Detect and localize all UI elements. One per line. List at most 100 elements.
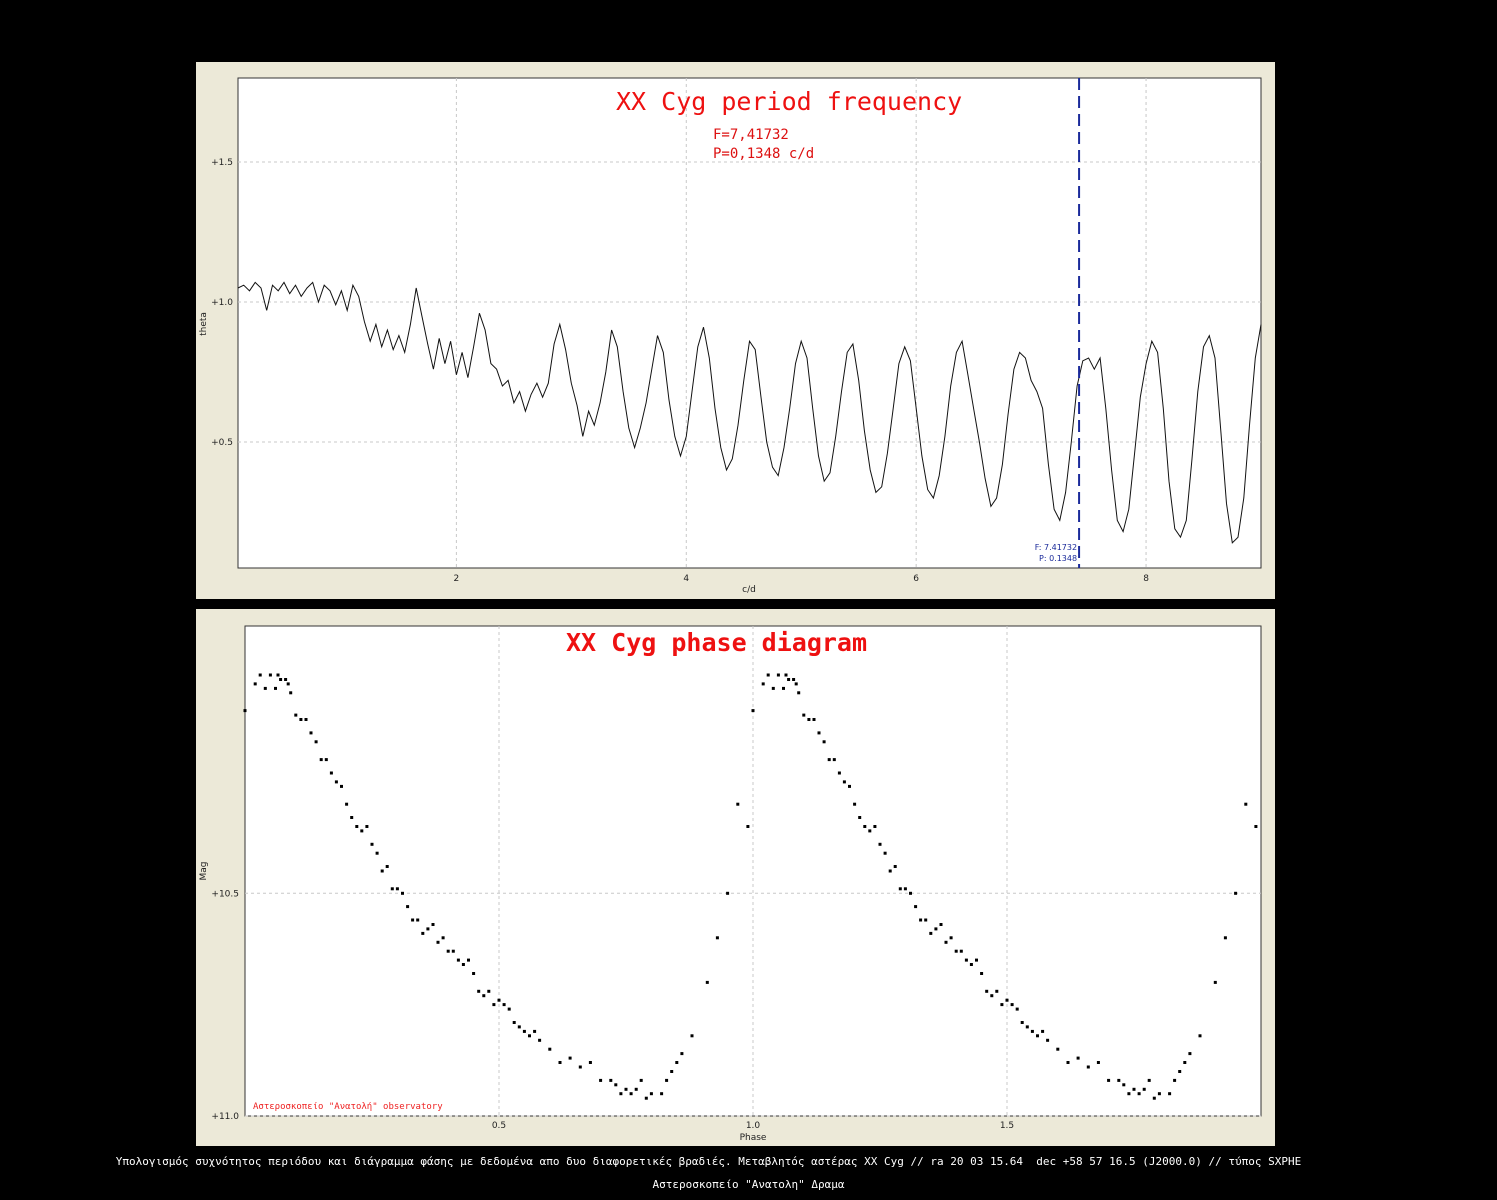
phase-point: [1086, 1065, 1090, 1069]
phase-point: [878, 842, 882, 846]
phase-point: [319, 758, 323, 762]
phase-point: [715, 936, 719, 940]
phase-point: [784, 673, 788, 677]
phase-point: [1030, 1029, 1034, 1033]
phase-point: [1010, 1003, 1014, 1007]
phase-point: [294, 713, 298, 717]
phase-point: [502, 1003, 506, 1007]
phase-chart: 0.5 1.0 1.5 +10.5 +11.0 XX Cyg phase diagram…: [199, 625, 1262, 1143]
phase-point: [1127, 1092, 1131, 1096]
grid: [245, 626, 1261, 1117]
phase-point: [1188, 1052, 1192, 1056]
phase-point: [949, 936, 953, 940]
phase-point: [980, 972, 984, 975]
phase-point: [705, 980, 709, 984]
phase-point: [893, 865, 897, 868]
phase-point: [959, 949, 963, 953]
y-tick-label: +1.0: [211, 298, 233, 308]
phase-point: [624, 1087, 628, 1091]
phase-point: [995, 989, 999, 993]
phase-point: [395, 887, 399, 891]
phase-point: [1122, 1083, 1126, 1087]
phase-point: [954, 949, 958, 953]
observatory-watermark: Αστεροσκοπείο "Ανατολή" observatory: [253, 1102, 443, 1112]
phase-point: [1137, 1092, 1141, 1096]
phase-point: [812, 718, 816, 721]
phase-point: [375, 851, 379, 855]
phase-point: [467, 958, 470, 962]
phase-point: [802, 713, 806, 717]
x-tick-label: 8: [1143, 574, 1149, 584]
phase-point: [929, 931, 933, 935]
phase-point: [380, 869, 384, 873]
phase-point: [522, 1029, 526, 1033]
x-tick-label: 0.5: [492, 1121, 506, 1131]
phase-point: [304, 718, 308, 721]
phase-point: [975, 958, 978, 962]
phase-point: [578, 1065, 582, 1069]
phase-point: [548, 1047, 552, 1051]
phase-point: [284, 678, 288, 681]
marker-p-label: P: 0.1348: [1039, 554, 1077, 563]
phase-point: [639, 1078, 643, 1082]
phase-point: [944, 940, 948, 944]
phase-point: [314, 740, 318, 744]
phase-point: [675, 1061, 679, 1064]
phase-point: [794, 682, 798, 686]
phase-point: [441, 936, 445, 940]
phase-point: [370, 842, 374, 846]
phase-point: [873, 825, 877, 828]
phase-point: [660, 1092, 664, 1096]
phase-point: [898, 887, 902, 891]
phase-point: [924, 918, 928, 922]
phase-point: [599, 1078, 603, 1082]
phase-point: [497, 998, 501, 1002]
phase-point: [964, 958, 968, 962]
phase-point: [848, 784, 851, 788]
chart-title: XX Cyg period frequency: [616, 87, 962, 116]
phase-point: [1025, 1025, 1029, 1029]
phase-point: [1046, 1038, 1050, 1042]
phase-point: [842, 780, 846, 784]
phase-point: [1168, 1092, 1172, 1096]
phase-point: [787, 678, 791, 681]
y-axis-label: Mag: [199, 862, 209, 881]
phase-point: [903, 887, 907, 891]
phase-point: [1066, 1061, 1070, 1064]
phase-point: [853, 802, 857, 806]
phase-point: [558, 1061, 562, 1064]
phase-point: [568, 1056, 572, 1060]
phase-point: [782, 686, 785, 690]
phase-point: [421, 931, 425, 935]
phase-point: [472, 972, 476, 975]
phase-point: [1117, 1078, 1121, 1082]
phase-point: [533, 1029, 537, 1033]
phase-point: [736, 802, 740, 806]
phase-point: [289, 691, 293, 695]
y-tick-label: +11.0: [211, 1112, 239, 1122]
phase-point: [451, 949, 455, 953]
phase-point: [436, 940, 440, 944]
phase-point: [276, 673, 280, 677]
phase-point: [969, 963, 973, 966]
phase-point: [365, 825, 369, 828]
phase-point: [477, 989, 481, 993]
phase-point: [446, 949, 450, 953]
phase-point: [888, 869, 892, 873]
phase-point: [258, 673, 262, 677]
phase-point: [832, 758, 836, 762]
phase-point: [863, 825, 867, 828]
phase-point: [1076, 1056, 1080, 1060]
phase-point: [649, 1092, 653, 1096]
phase-point: [619, 1092, 623, 1096]
phase-point: [1015, 1007, 1019, 1011]
plot-area: [237, 77, 1262, 569]
phase-point: [827, 758, 831, 762]
phase-point: [461, 963, 465, 966]
phase-point: [934, 927, 938, 931]
phase-point: [517, 1025, 521, 1029]
phase-point: [492, 1003, 496, 1007]
phase-point: [588, 1061, 592, 1064]
phase-point: [1178, 1070, 1182, 1073]
phase-point: [324, 758, 328, 762]
